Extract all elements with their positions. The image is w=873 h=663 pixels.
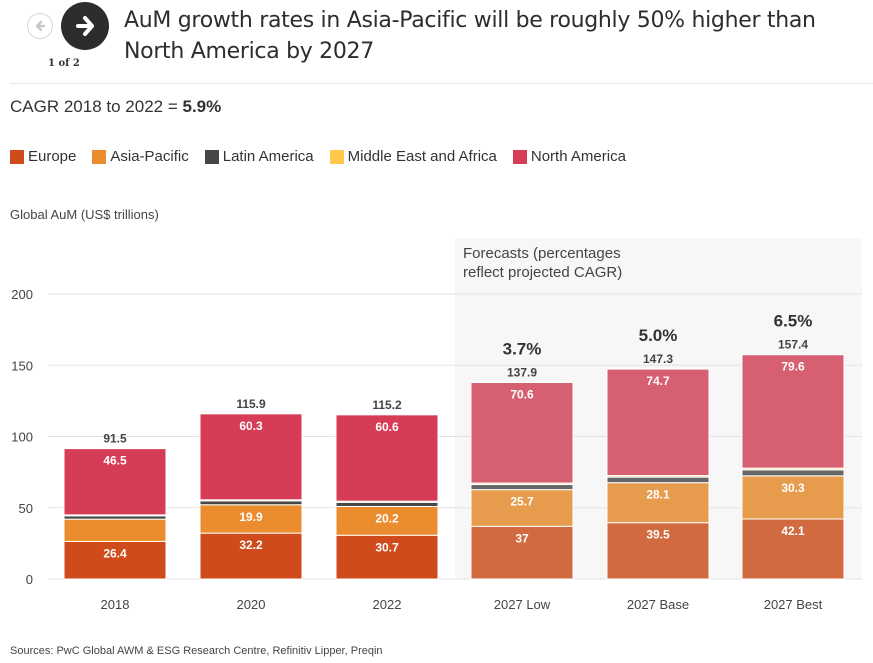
segment-value-label: 19.9 xyxy=(239,510,263,524)
legend-swatch xyxy=(512,149,527,164)
bar-segment-europe xyxy=(335,534,439,580)
x-tick-label: 2020 xyxy=(237,597,266,612)
projected-cagr-label: 5.0% xyxy=(639,326,678,345)
segment-value-label: 26.4 xyxy=(103,546,127,560)
bar-segment-latin-america xyxy=(470,484,574,491)
bar-total-label: 91.5 xyxy=(103,432,127,446)
bar-segment-asia-pacific xyxy=(335,505,439,536)
segment-value-label: 39.5 xyxy=(646,528,670,542)
legend-label: Latin America xyxy=(222,148,314,165)
bar-segment-latin-america xyxy=(606,476,710,484)
legend-item-latin-america[interactable]: Latin America xyxy=(204,148,314,165)
pager-indicator: 1 of 2 xyxy=(48,58,80,69)
bar-segment-north-america xyxy=(63,448,167,516)
legend-item-middle-east-africa[interactable]: Middle East and Africa xyxy=(329,148,497,165)
y-tick-label: 200 xyxy=(11,287,33,302)
segment-value-label: 20.2 xyxy=(375,511,399,525)
header-divider xyxy=(10,83,873,84)
bar-segment-asia-pacific xyxy=(606,482,710,524)
y-tick-label: 0 xyxy=(26,572,33,587)
arrow-left-icon xyxy=(35,20,46,32)
bar-segment-north-america xyxy=(199,413,303,501)
next-chart-button[interactable] xyxy=(61,2,109,50)
legend-label: Middle East and Africa xyxy=(347,148,497,165)
legend-label: Asia-Pacific xyxy=(110,148,189,165)
legend-swatch xyxy=(329,149,344,164)
segment-value-label: 32.2 xyxy=(239,538,263,552)
segment-value-label: 37 xyxy=(515,531,529,545)
previous-chart-button[interactable] xyxy=(27,13,53,39)
bar-segment-asia-pacific xyxy=(741,475,845,520)
legend-label: Europe xyxy=(28,148,77,165)
segment-value-label: 60.3 xyxy=(239,419,263,433)
bar-segment-europe xyxy=(606,522,710,580)
x-tick-label: 2022 xyxy=(373,597,402,612)
header: 1 of 2 AuM growth rates in Asia-Pacific … xyxy=(0,0,873,84)
bar-total-label: 115.2 xyxy=(372,398,402,412)
legend: Europe Asia-Pacific Latin America Middle… xyxy=(10,148,642,165)
legend-swatch xyxy=(92,149,107,164)
bar-total-label: 157.4 xyxy=(778,338,808,352)
x-tick-label: 2018 xyxy=(101,597,130,612)
bar-segment-asia-pacific xyxy=(63,518,167,542)
bar-total-label: 115.9 xyxy=(236,397,266,411)
segment-value-label: 70.6 xyxy=(510,387,534,401)
segment-value-label: 25.7 xyxy=(510,495,534,509)
segment-value-label: 46.5 xyxy=(103,454,127,468)
cagr-subtitle-value: 5.9% xyxy=(182,97,222,116)
segment-value-label: 42.1 xyxy=(781,524,805,538)
legend-swatch xyxy=(10,149,24,164)
bar-segment-latin-america xyxy=(335,501,439,507)
segment-value-label: 60.6 xyxy=(375,420,399,434)
y-tick-label: 150 xyxy=(11,358,33,373)
cagr-subtitle: CAGR 2018 to 2022 = 5.9% xyxy=(10,97,221,117)
source-note: Sources: PwC Global AWM & ESG Research C… xyxy=(10,645,383,657)
segment-value-label: 28.1 xyxy=(646,488,670,502)
segment-value-label: 30.3 xyxy=(781,481,805,495)
stacked-bar-chart: Forecasts (percentages reflect projected … xyxy=(11,238,862,612)
legend-item-north-america[interactable]: North America xyxy=(512,148,626,165)
bar-segment-north-america xyxy=(335,414,439,502)
chart-title: AuM growth rates in Asia-Pacific will be… xyxy=(124,8,816,64)
legend-item-europe[interactable]: Europe xyxy=(10,148,76,165)
bar-segment-europe xyxy=(470,525,574,580)
y-axis-title: Global AuM (US$ trillions) xyxy=(10,207,159,222)
bar-segment-north-america xyxy=(741,354,845,469)
segment-value-label: 30.7 xyxy=(375,540,399,554)
bar-segment-europe xyxy=(741,518,845,580)
y-tick-label: 50 xyxy=(19,501,33,516)
forecast-note-line: reflect projected CAGR) xyxy=(463,264,622,281)
bar-segment-north-america xyxy=(606,368,710,477)
arrow-right-icon xyxy=(76,16,94,36)
cagr-subtitle-prefix: CAGR 2018 to 2022 = xyxy=(10,97,183,116)
legend-item-asia-pacific[interactable]: Asia-Pacific xyxy=(92,148,189,165)
legend-swatch xyxy=(204,149,219,164)
bar-total-label: 137.9 xyxy=(507,365,537,379)
forecast-note-line: Forecasts (percentages xyxy=(463,245,621,262)
bar-segment-asia-pacific xyxy=(199,504,303,534)
bar-segment-north-america xyxy=(470,381,574,484)
legend-label: North America xyxy=(530,148,626,165)
segment-value-label: 79.6 xyxy=(781,360,805,374)
y-tick-label: 100 xyxy=(11,430,33,445)
x-tick-label: 2027 Best xyxy=(764,597,823,612)
bar-total-label: 147.3 xyxy=(643,352,673,366)
projected-cagr-label: 3.7% xyxy=(503,339,542,358)
projected-cagr-label: 6.5% xyxy=(774,312,813,331)
x-tick-label: 2027 Low xyxy=(494,597,551,612)
bar-segment-latin-america xyxy=(199,500,303,506)
bar-segment-latin-america xyxy=(741,469,845,477)
bar-segment-europe xyxy=(63,540,167,580)
x-tick-label: 2027 Base xyxy=(627,597,689,612)
segment-value-label: 74.7 xyxy=(646,374,670,388)
bar-segment-europe xyxy=(199,532,303,580)
